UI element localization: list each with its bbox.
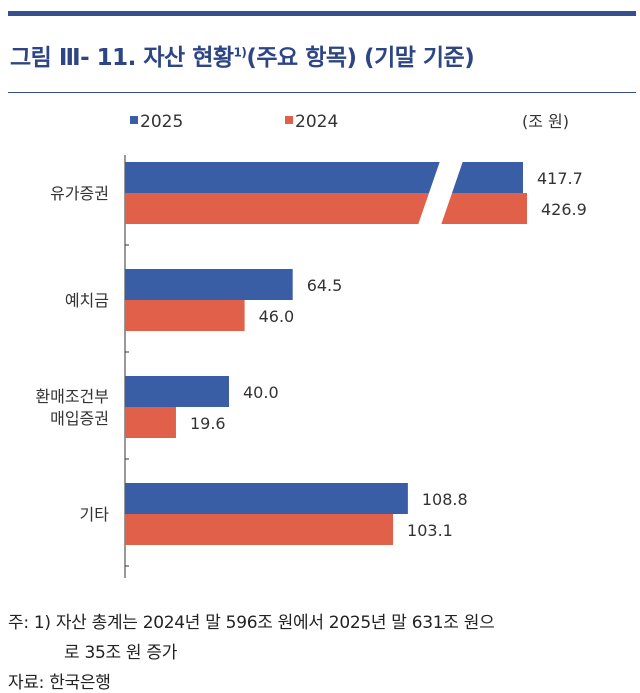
category-label: 유가증권	[50, 184, 109, 203]
bar-2025	[125, 483, 408, 514]
footnote-mark: 1)	[233, 45, 247, 60]
category-label: 환매조건부	[35, 387, 109, 406]
chart-title: 그림 Ⅲ- 11. 자산 현황1)(주요 항목) (기말 기준)	[10, 45, 475, 71]
bar-chart: 2025 2024 (조 원) 유가증권 417.7 426.9 예치금 64.5 46.0 환매…	[35, 112, 587, 578]
bar-2024	[125, 300, 245, 331]
bar-2024	[125, 514, 394, 545]
legend-label-2025: 2025	[140, 112, 183, 132]
data-label-2024: 46.0	[259, 307, 295, 326]
category-label: 매입증권	[50, 409, 109, 428]
unit-label: (조 원)	[522, 112, 569, 131]
footnote-line-2: 로 35조 원 증가	[64, 643, 178, 663]
category-label: 예치금	[65, 291, 109, 310]
bar-2024	[125, 407, 176, 438]
legend-swatch-2024	[285, 116, 293, 124]
legend-label-2024: 2024	[295, 112, 338, 132]
axis-break-mark	[418, 161, 463, 225]
data-label-2024: 19.6	[190, 414, 226, 433]
bar-2024	[125, 193, 527, 224]
bar-2025	[125, 269, 293, 300]
footnote-line-1: 주: 1) 자산 총계는 2024년 말 596조 원에서 2025년 말 63…	[8, 613, 495, 633]
category-label: 기타	[80, 505, 110, 524]
data-label-2025: 64.5	[307, 276, 343, 295]
data-label-2025: 40.0	[243, 383, 279, 402]
title-divider	[8, 92, 636, 93]
top-rule	[8, 11, 636, 16]
data-label-2024: 426.9	[541, 200, 587, 219]
source-note: 자료: 한국은행	[8, 673, 111, 693]
data-label-2025: 108.8	[422, 490, 468, 509]
bar-2025	[125, 162, 523, 193]
legend-swatch-2025	[130, 116, 138, 124]
data-label-2025: 417.7	[537, 169, 583, 188]
bar-2025	[125, 376, 229, 407]
data-label-2024: 103.1	[407, 521, 453, 540]
